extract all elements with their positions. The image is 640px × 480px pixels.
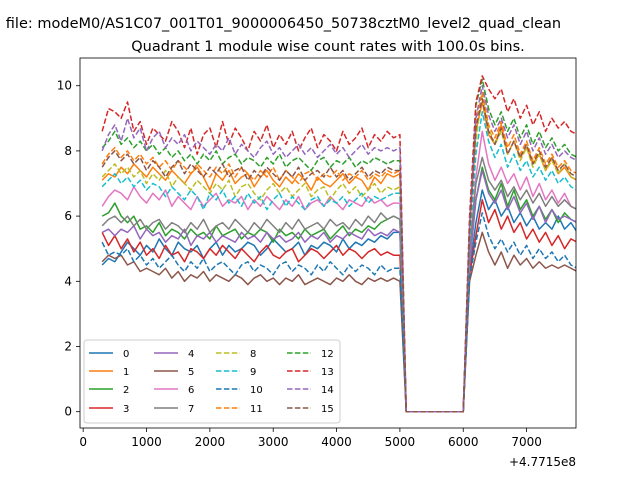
legend-box	[83, 339, 341, 424]
series-line-7	[101, 156, 576, 413]
legend-item-14: 14	[287, 385, 334, 396]
legend-label: 12	[321, 349, 334, 360]
legend-item-7: 7	[154, 404, 194, 415]
legend-label: 7	[188, 404, 194, 415]
series-line-12	[101, 78, 576, 413]
chart-title: Quadrant 1 module wise count rates with …	[131, 39, 525, 55]
x-tick-label: 2000	[195, 435, 226, 449]
legend-item-15: 15	[287, 404, 334, 415]
series-layer	[101, 75, 576, 413]
legend-item-0: 0	[89, 349, 129, 360]
legend-label: 6	[188, 385, 194, 396]
legend-item-13: 13	[287, 367, 334, 378]
x-axis: 0 1000 2000 3000 4000 5000 6000 7000	[79, 428, 542, 449]
legend-item-3: 3	[89, 404, 129, 415]
x-tick-label: 3000	[258, 435, 289, 449]
x-tick-label: 5000	[385, 435, 416, 449]
series-line-2	[101, 166, 576, 413]
x-offset-label: +4.7715e8	[509, 455, 576, 469]
series-line-0	[101, 189, 576, 413]
y-tick-label: 10	[57, 79, 72, 93]
x-tick-label: 6000	[448, 435, 479, 449]
y-tick-label: 6	[64, 209, 72, 223]
x-tick-label: 4000	[321, 435, 352, 449]
legend-label: 2	[123, 385, 129, 396]
legend-item-1: 1	[89, 367, 129, 378]
figure-suptitle: n file: modeM0/AS1C07_001T01_9000006450_…	[0, 16, 561, 32]
series-line-4	[101, 169, 576, 413]
series-line-15	[101, 98, 576, 413]
series-line-8	[101, 91, 576, 413]
legend-item-9: 9	[216, 367, 256, 378]
plot-frame	[79, 57, 577, 429]
legend-label: 9	[250, 367, 256, 378]
legend-label: 15	[321, 404, 334, 415]
legend-label: 13	[321, 367, 334, 378]
legend-label: 11	[250, 404, 263, 415]
legend-item-4: 4	[154, 349, 194, 360]
y-tick-label: 8	[64, 144, 72, 158]
series-line-5	[101, 231, 576, 413]
y-tick-label: 4	[64, 274, 72, 288]
legend-label: 0	[123, 349, 129, 360]
legend-label: 10	[250, 385, 263, 396]
x-tick-label: 7000	[511, 435, 542, 449]
legend-item-12: 12	[287, 349, 334, 360]
y-tick-label: 0	[64, 405, 72, 419]
legend-label: 1	[123, 367, 129, 378]
legend-label: 14	[321, 385, 334, 396]
legend-item-8: 8	[216, 349, 256, 360]
x-tick-label: 1000	[131, 435, 162, 449]
x-tick-label: 0	[79, 435, 87, 449]
legend-item-6: 6	[154, 385, 194, 396]
series-line-14	[101, 84, 576, 413]
y-axis: 0 2 4 6 8 10	[57, 79, 80, 419]
legend-label: 4	[188, 349, 194, 360]
legend-label: 3	[123, 404, 129, 415]
legend-item-2: 2	[89, 385, 129, 396]
series-line-11	[101, 91, 576, 413]
series-line-9	[101, 111, 576, 413]
legend-item-10: 10	[216, 385, 263, 396]
series-line-6	[101, 130, 576, 413]
legend-label: 8	[250, 349, 256, 360]
legend-item-11: 11	[216, 404, 263, 415]
legend-label: 5	[188, 367, 194, 378]
legend-item-5: 5	[154, 367, 194, 378]
y-tick-label: 2	[64, 340, 72, 354]
series-line-3	[101, 199, 576, 413]
series-line-10	[101, 212, 576, 413]
